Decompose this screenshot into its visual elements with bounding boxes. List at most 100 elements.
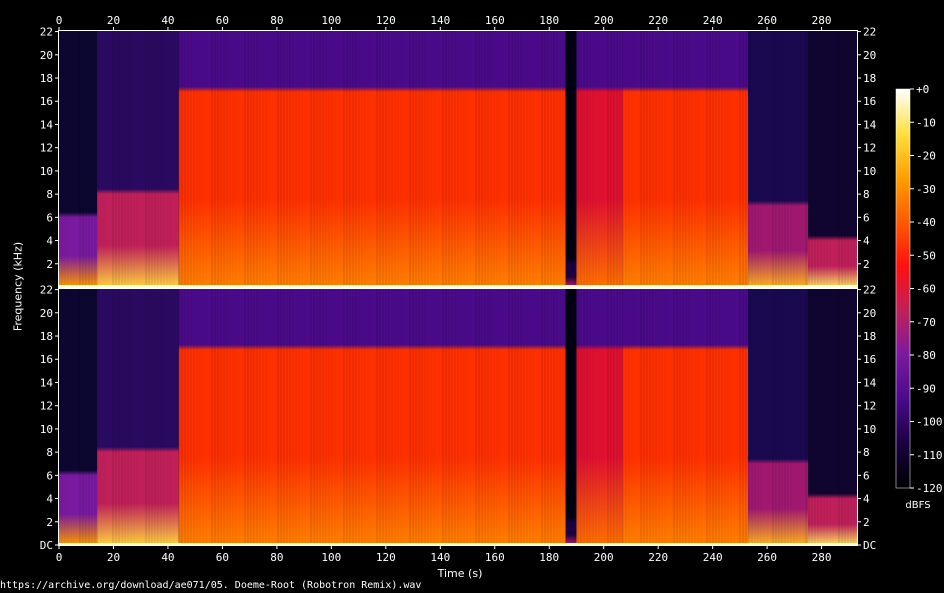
x-tick-label-bottom: 180	[539, 551, 559, 564]
y-tick-label-left: 2	[46, 516, 53, 529]
colorbar-scale	[895, 88, 911, 489]
y-tick-label-right: DC	[863, 539, 876, 552]
segment-medium	[576, 31, 623, 287]
y-tick-label-left: 20	[40, 307, 53, 320]
colorbar-tick-label: -80	[916, 349, 936, 362]
x-tick-label-bottom: 0	[56, 551, 63, 564]
y-tick-label-right: 20	[863, 307, 876, 320]
y-tick-label-left: 22	[40, 284, 53, 297]
colorbar-tick-label: -120	[916, 482, 943, 495]
x-tick-label-bottom: 20	[107, 551, 120, 564]
y-tick-label-right: 10	[863, 165, 876, 178]
y-tick-label-right: 2	[863, 258, 870, 271]
y-tick-label-left: 4	[46, 493, 53, 506]
y-tick-label-left: 12	[40, 400, 53, 413]
y-tick-label-right: 8	[863, 446, 870, 459]
x-tick-label-bottom: 220	[648, 551, 668, 564]
x-tick-label-top: 60	[216, 14, 229, 27]
colorbar-tick-label: -70	[916, 316, 936, 329]
colorbar-tick-label: -40	[916, 216, 936, 229]
segment-gap	[565, 31, 577, 287]
segment-loud	[178, 289, 566, 545]
colorbar-label: dBFS	[905, 500, 931, 511]
y-axis-label: Frequency (kHz)	[11, 241, 25, 332]
segment-medium	[576, 289, 623, 545]
x-tick-label-bottom: 120	[376, 551, 396, 564]
segment-outro	[748, 289, 808, 545]
segment-loud	[178, 31, 566, 287]
y-tick-label-right: 16	[863, 95, 876, 108]
segment-gap	[565, 289, 577, 545]
y-tick-label-left: DC	[40, 539, 53, 552]
y-tick-label-right: 6	[863, 211, 870, 224]
y-tick-label-left: 20	[40, 49, 53, 62]
y-tick-label-left: 10	[40, 423, 53, 436]
y-tick-label-left: 2	[46, 258, 53, 271]
y-tick-label-right: 22	[863, 26, 876, 39]
x-tick-label-top: 0	[56, 14, 63, 27]
x-tick-label-bottom: 260	[757, 551, 777, 564]
y-tick-label-right: 4	[863, 235, 870, 248]
x-tick-label-top: 280	[812, 14, 832, 27]
x-tick-label-top: 120	[376, 14, 396, 27]
y-tick-label-left: 18	[40, 330, 53, 343]
segment-intro	[97, 31, 179, 287]
colorbar-tick-label: -90	[916, 382, 936, 395]
y-tick-label-right: 18	[863, 72, 876, 85]
x-tick-label-top: 140	[430, 14, 450, 27]
x-tick-label-top: 100	[321, 14, 341, 27]
x-tick-label-bottom: 100	[321, 551, 341, 564]
segment-quiet	[59, 289, 98, 545]
x-tick-label-top: 240	[703, 14, 723, 27]
colorbar-tick-label: -100	[916, 416, 943, 429]
x-tick-label-top: 260	[757, 14, 777, 27]
y-tick-label-right: 12	[863, 142, 876, 155]
segment-outro	[748, 31, 808, 287]
segment-fade	[807, 31, 857, 287]
y-tick-label-right: 14	[863, 118, 877, 131]
colorbar-tick-label: -20	[916, 150, 936, 163]
y-tick-label-left: 6	[46, 469, 53, 482]
y-tick-label-right: 12	[863, 400, 876, 413]
x-tick-label-bottom: 200	[594, 551, 614, 564]
spectrogram-panels	[58, 30, 858, 546]
y-tick-label-right: 4	[863, 493, 870, 506]
panel-frame	[58, 30, 858, 288]
y-tick-label-right: 18	[863, 330, 876, 343]
x-tick-label-top: 180	[539, 14, 559, 27]
segment-quiet	[59, 31, 98, 287]
y-tick-label-left: 8	[46, 446, 53, 459]
colorbar-tick-label: -30	[916, 183, 936, 196]
x-tick-label-top: 80	[270, 14, 283, 27]
x-tick-label-bottom: 140	[430, 551, 450, 564]
colorbar-tick-label: +0	[916, 83, 929, 96]
segment-fade	[807, 289, 857, 545]
x-tick-label-top: 220	[648, 14, 668, 27]
colorbar-tick-label: -50	[916, 249, 936, 262]
segment-intro	[97, 289, 179, 545]
y-tick-label-left: 12	[40, 142, 53, 155]
colorbar-tick-label: -10	[916, 116, 936, 129]
y-tick-label-left: 6	[46, 211, 53, 224]
spectrogram-panel-2	[58, 288, 858, 546]
colorbar: +0 -10 -20 -30 -40 -50 -60 -70 -80 -90 -100 -110 -12…	[895, 83, 943, 495]
y-tick-label-right: 2	[863, 516, 870, 529]
y-tick-label-left: 16	[40, 95, 53, 108]
y-tick-label-right: 8	[863, 188, 870, 201]
segment-loud	[622, 289, 749, 545]
colorbar-tick-label: -60	[916, 283, 936, 296]
source-file-label: https://archive.org/download/ae071/05. D…	[0, 580, 422, 591]
y-tick-label-right: 20	[863, 49, 876, 62]
x-tick-label-top: 200	[594, 14, 614, 27]
spectrogram-panel-1	[58, 30, 858, 288]
x-tick-label-bottom: 80	[270, 551, 283, 564]
y-tick-label-left: 16	[40, 353, 53, 366]
y-tick-label-left: 14	[40, 118, 54, 131]
y-tick-label-left: 10	[40, 165, 53, 178]
y-tick-label-left: 18	[40, 72, 53, 85]
segment-loud	[622, 31, 749, 287]
x-axis-label: Time (s)	[437, 567, 483, 580]
x-tick-label-bottom: 240	[703, 551, 723, 564]
